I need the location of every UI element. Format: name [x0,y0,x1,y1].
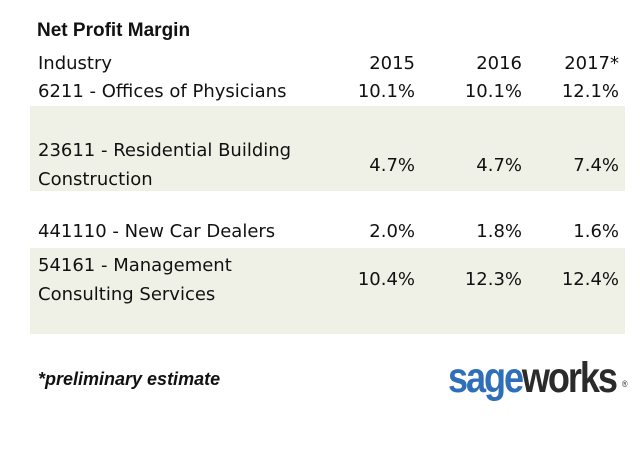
value-2015-cell: 2.0% [369,221,415,242]
industry-cell: 6211 - Offices of Physicians [38,81,287,102]
value-2017-cell: 7.4% [573,155,619,176]
table-row: 441110 - New Car Dealers 2.0% 1.8% 1.6% [30,191,625,248]
value-2017-cell: 12.1% [561,81,619,102]
industry-line: Consulting Services [38,284,216,305]
industry-cell: 23611 - Residential Building Constructio… [38,136,291,194]
value-2017-cell: 12.4% [561,269,619,290]
industry-line: 54161 - Management [38,255,232,276]
value-2016-cell: 1.8% [476,221,522,242]
value-2016-cell: 4.7% [476,155,522,176]
industry-cell: 54161 - Management Consulting Services [38,251,232,309]
table-title: Net Profit Margin [37,20,191,41]
value-2015-cell: 4.7% [369,155,415,176]
table-row: 23611 - Residential Building Constructio… [30,106,625,191]
registered-mark: ® [622,379,628,389]
column-header-2016: 2016 [476,53,522,74]
column-header-industry: Industry [38,53,113,74]
industry-line: 23611 - Residential Building [38,140,292,161]
value-2015-cell: 10.1% [357,81,415,102]
industry-cell: 441110 - New Car Dealers [38,221,276,242]
value-2016-cell: 10.1% [464,81,522,102]
value-2017-cell: 1.6% [573,221,619,242]
value-2015-cell: 10.4% [357,269,415,290]
sageworks-logo: sageworks ® [448,352,628,404]
logo-text-works: works [521,354,618,402]
table-row: 6211 - Offices of Physicians 10.1% 10.1%… [30,77,625,106]
logo-text-sage: sage [448,354,524,402]
value-2016-cell: 12.3% [464,269,522,290]
table-header-row: Industry 2015 2016 2017* [30,48,625,77]
table-row: 54161 - Management Consulting Services 1… [30,248,625,334]
footnote: *preliminary estimate [38,369,221,389]
net-profit-margin-table: Industry 2015 2016 2017* 6211 - Offices … [30,48,625,334]
column-header-2017: 2017* [564,53,619,74]
industry-line: Construction [38,169,153,190]
column-header-2015: 2015 [369,53,415,74]
